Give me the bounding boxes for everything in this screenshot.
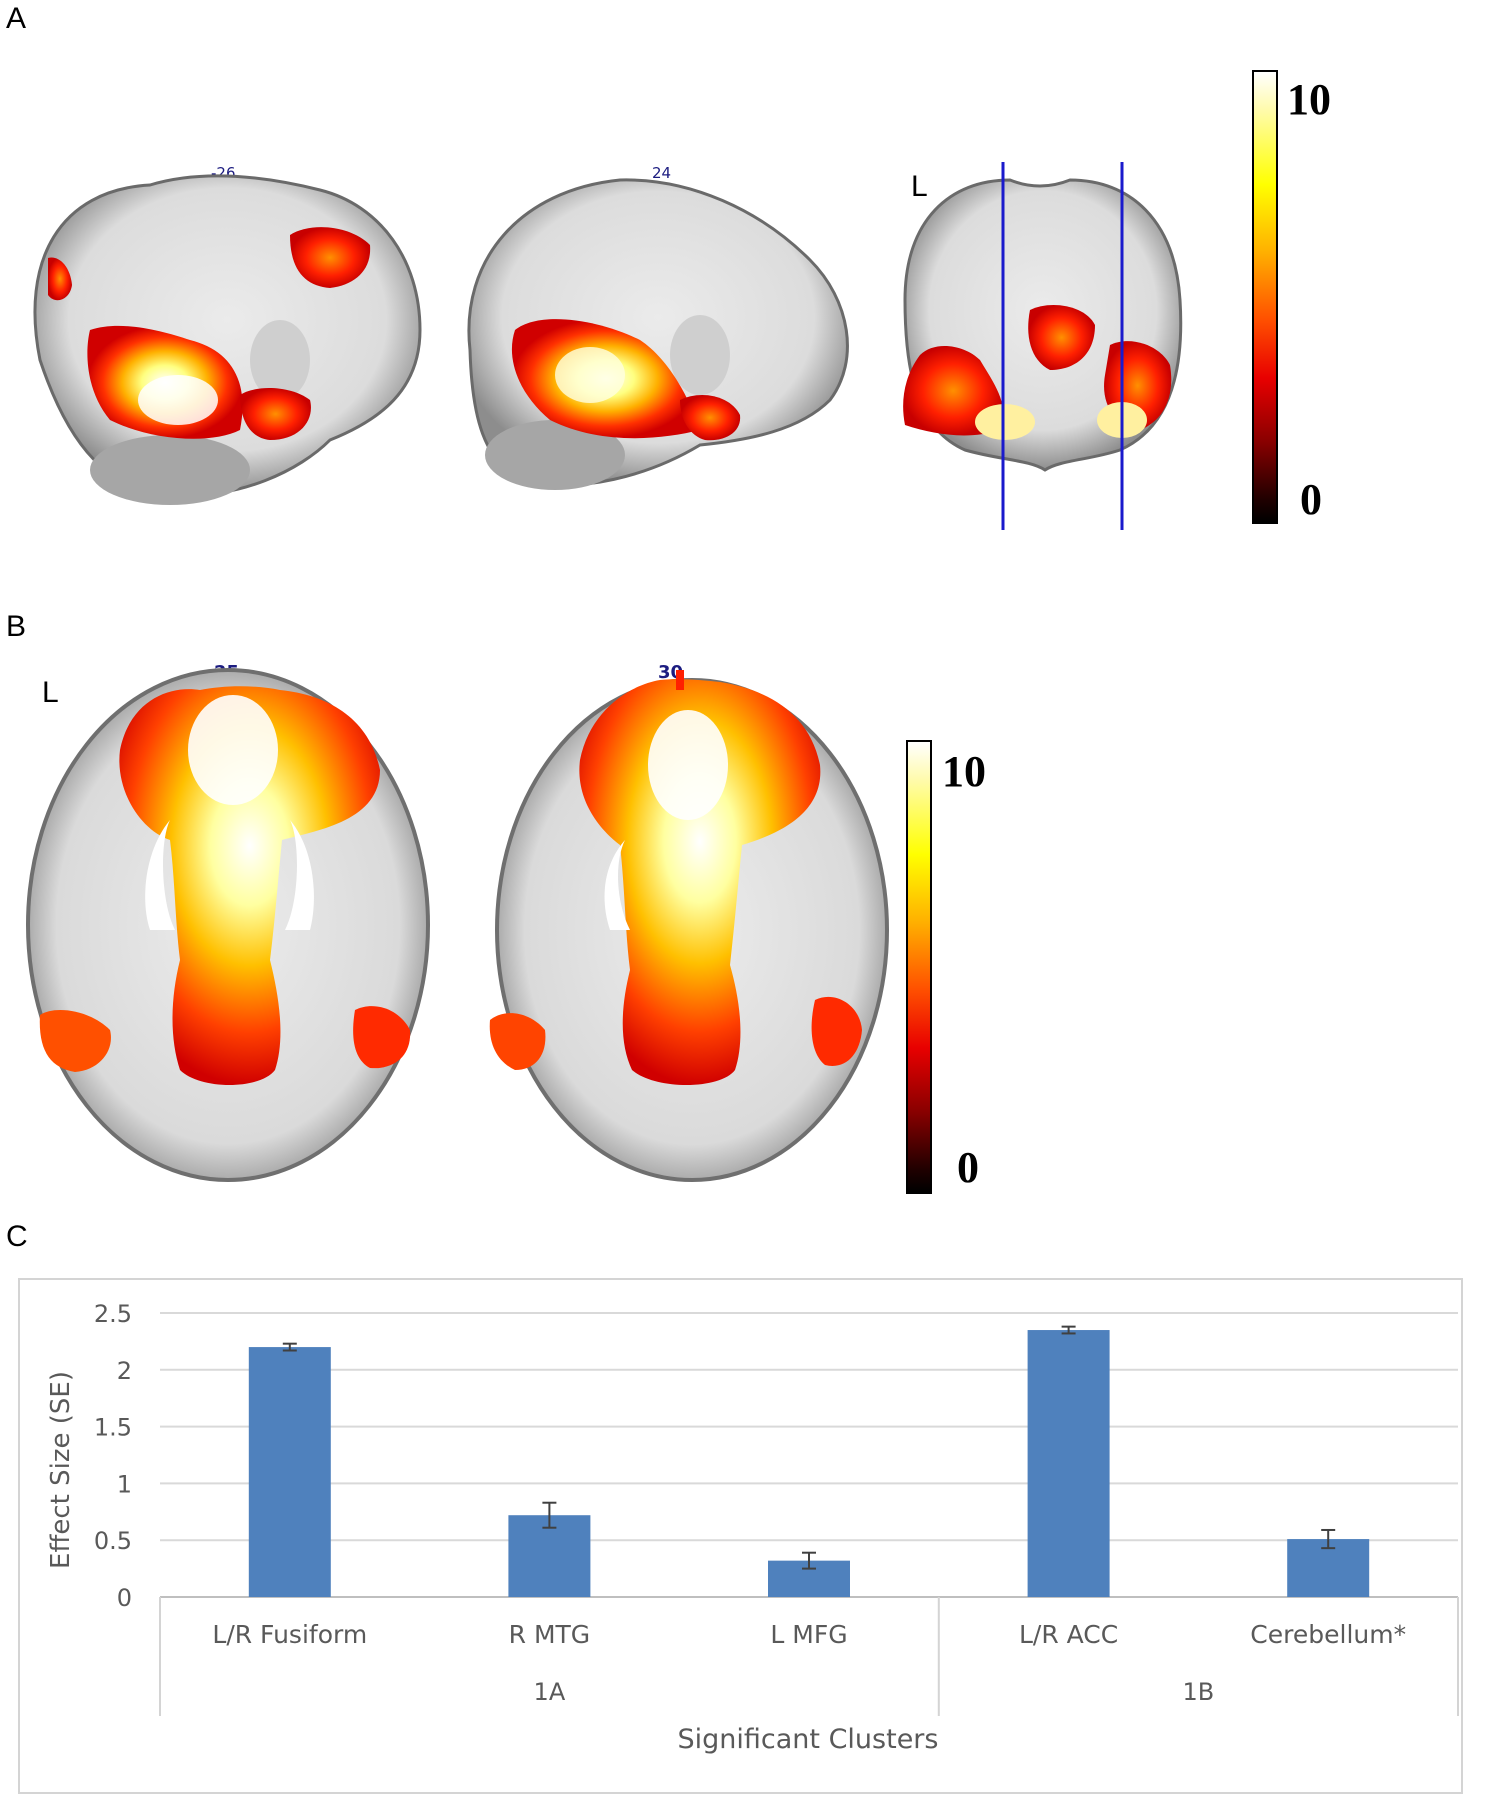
colorbar-a [1252,70,1278,524]
y-tick-label: 2 [117,1357,132,1385]
group-label: 1A [534,1678,566,1706]
panel-a-label: A [6,2,27,35]
sagittal-slice-left [33,162,1183,530]
left-hemisphere-label-a: L [911,170,928,203]
colorbar-a-max: 10 [1287,75,1331,124]
colorbar-a-min: 0 [1300,475,1322,524]
group-label: 1B [1183,1678,1215,1706]
panel-c-label: C [6,1220,28,1253]
left-hemisphere-label-b: L [42,676,59,709]
panel-b-label: B [6,610,27,643]
slice-number-a2: 24 [652,164,672,182]
y-tick-label: 0.5 [94,1527,132,1555]
x-axis-label: Significant Clusters [678,1724,939,1755]
colorbar-b-min: 0 [957,1143,979,1192]
category-label: L MFG [770,1620,847,1649]
y-tick-label: 1 [117,1470,132,1498]
chart-frame [18,1278,1463,1794]
y-tick-label: 1.5 [94,1414,132,1442]
y-axis-label: Effect Size (SE) [46,1371,76,1569]
colorbar-b [906,740,932,1194]
category-label: L/R Fusiform [212,1620,367,1649]
axial-slices [26,668,889,1182]
category-label: R MTG [509,1620,591,1649]
bar [508,1515,591,1597]
bar [1027,1330,1110,1597]
y-tick-label: 0 [117,1584,132,1612]
category-label: L/R ACC [1019,1620,1118,1649]
y-tick-label: 2.5 [94,1300,132,1328]
colorbar-b-max: 10 [942,747,986,796]
bar [248,1347,331,1597]
category-label: Cerebellum* [1250,1620,1406,1649]
